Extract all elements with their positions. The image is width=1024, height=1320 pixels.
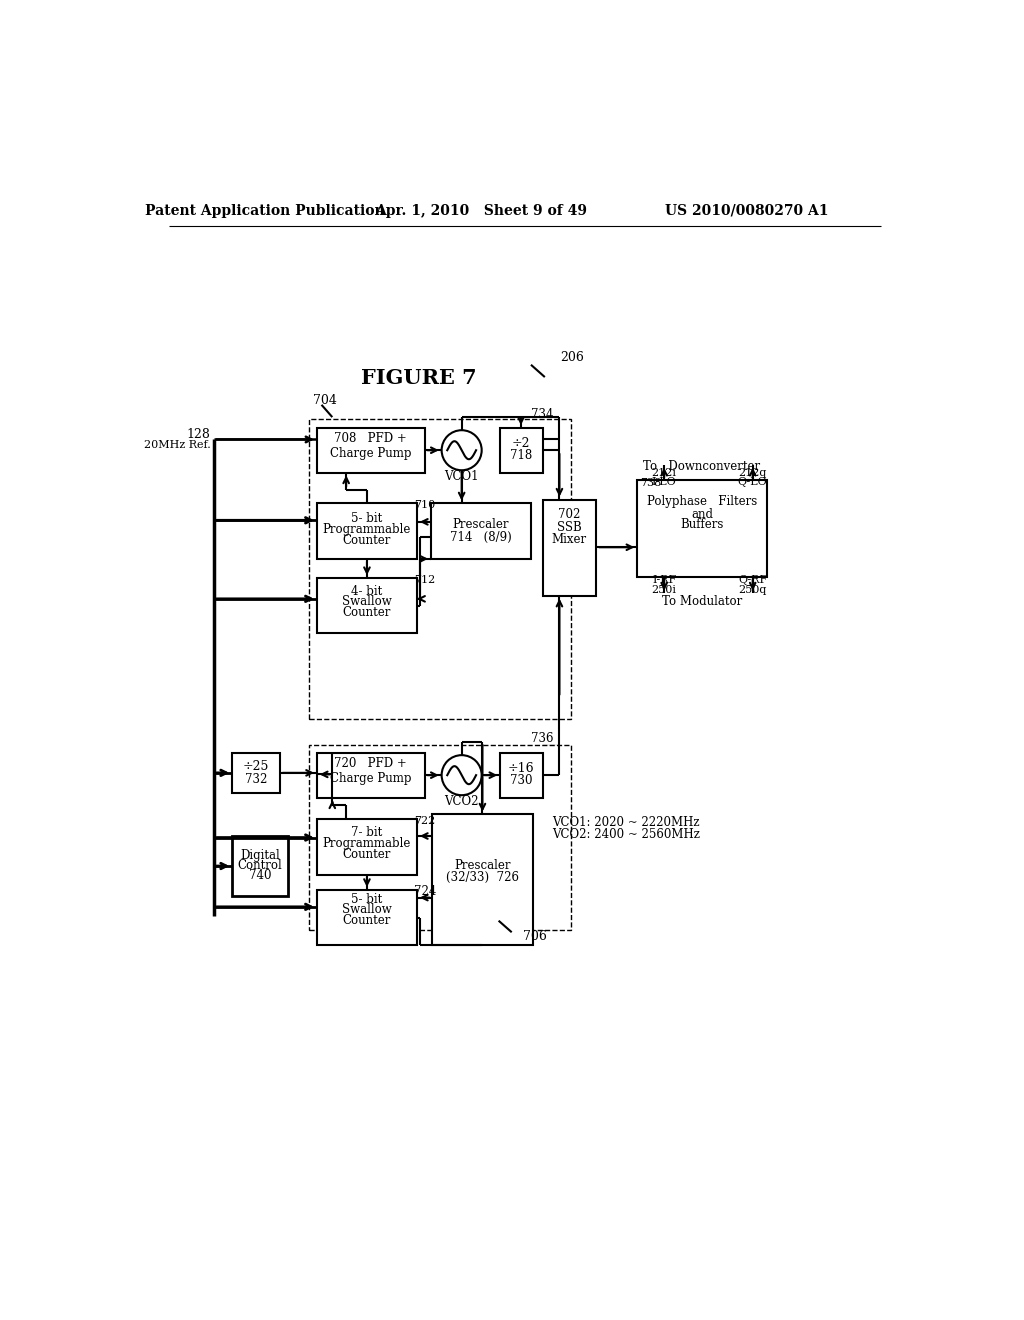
Text: Q-RF: Q-RF (738, 576, 767, 585)
Text: Counter: Counter (343, 915, 391, 927)
Text: I-RF: I-RF (652, 576, 676, 585)
Text: ÷16: ÷16 (508, 762, 535, 775)
Text: 708   PFD +
Charge Pump: 708 PFD + Charge Pump (330, 433, 412, 461)
Text: and: and (691, 508, 713, 520)
Text: VCO2: 2400 ~ 2560MHz: VCO2: 2400 ~ 2560MHz (553, 828, 700, 841)
Text: 250i: 250i (651, 585, 677, 594)
Bar (316, 818, 417, 875)
Text: 20MHz Ref.: 20MHz Ref. (144, 440, 211, 450)
Text: Polyphase   Filters: Polyphase Filters (647, 495, 757, 508)
Bar (316, 428, 425, 473)
Text: To Modulator: To Modulator (662, 595, 742, 609)
Text: VCO1: 2020 ~ 2220MHz: VCO1: 2020 ~ 2220MHz (553, 816, 700, 829)
Bar (316, 890, 417, 945)
Text: VCO1: VCO1 (444, 470, 479, 483)
Text: Mixer: Mixer (552, 533, 587, 546)
Bar (500, 428, 543, 473)
Text: 704: 704 (313, 393, 337, 407)
Text: I-LO: I-LO (652, 477, 677, 487)
Text: Counter: Counter (343, 847, 391, 861)
Text: 128: 128 (186, 428, 211, 441)
Text: 714   (8/9): 714 (8/9) (450, 531, 512, 544)
Text: Buffers: Buffers (680, 519, 724, 532)
Text: 732: 732 (245, 772, 267, 785)
Text: 718: 718 (510, 449, 532, 462)
Text: Swallow: Swallow (342, 903, 392, 916)
Text: 250q: 250q (738, 585, 767, 594)
Text: Swallow: Swallow (342, 595, 392, 609)
Text: Counter: Counter (343, 606, 391, 619)
Text: 736: 736 (531, 733, 553, 746)
Bar (543, 499, 596, 595)
Text: 5- bit: 5- bit (351, 892, 383, 906)
Text: 738: 738 (640, 478, 662, 488)
Text: 722: 722 (414, 816, 435, 825)
Text: VCO2: VCO2 (444, 795, 479, 808)
Bar (232, 836, 288, 896)
Text: Programmable: Programmable (323, 837, 412, 850)
Text: Patent Application Publication: Patent Application Publication (145, 203, 385, 218)
Text: 724: 724 (414, 884, 436, 898)
Text: 4- bit: 4- bit (351, 585, 383, 598)
Text: FIGURE 7: FIGURE 7 (361, 368, 477, 388)
Text: 730: 730 (510, 774, 532, 787)
Text: 212i: 212i (651, 467, 677, 478)
Bar (431, 503, 531, 558)
Text: ÷2: ÷2 (512, 437, 530, 450)
Text: 712: 712 (414, 576, 435, 585)
Text: SSB: SSB (557, 520, 582, 533)
Text: To   Downconverter: To Downconverter (643, 459, 761, 473)
Text: Counter: Counter (343, 533, 391, 546)
Text: Apr. 1, 2010   Sheet 9 of 49: Apr. 1, 2010 Sheet 9 of 49 (375, 203, 587, 218)
Text: 7- bit: 7- bit (351, 826, 383, 840)
Text: Prescaler: Prescaler (455, 859, 511, 871)
Text: ÷25: ÷25 (243, 760, 269, 774)
Text: Prescaler: Prescaler (453, 519, 509, 532)
Text: 206: 206 (560, 351, 584, 363)
Text: 710: 710 (414, 500, 435, 510)
Bar (500, 752, 543, 797)
Text: 734: 734 (531, 408, 553, 421)
Text: Control: Control (238, 859, 283, 871)
Text: (32/33)  726: (32/33) 726 (445, 871, 519, 884)
Text: Q-LO: Q-LO (738, 477, 768, 487)
Text: 212q: 212q (738, 467, 767, 478)
Bar (309, 418, 571, 719)
Text: US 2010/0080270 A1: US 2010/0080270 A1 (665, 203, 828, 218)
Text: Digital: Digital (240, 849, 280, 862)
Text: 740: 740 (249, 869, 271, 882)
Text: 5- bit: 5- bit (351, 512, 383, 525)
Text: 702: 702 (558, 508, 581, 521)
Text: 706: 706 (523, 929, 547, 942)
Text: 720   PFD +
Charge Pump: 720 PFD + Charge Pump (330, 758, 412, 785)
Bar (232, 752, 280, 793)
Bar (316, 503, 417, 558)
Bar (432, 814, 532, 945)
Bar (316, 752, 425, 797)
Bar (637, 480, 767, 577)
Text: Programmable: Programmable (323, 523, 412, 536)
Bar (309, 744, 571, 929)
Bar (316, 578, 417, 634)
